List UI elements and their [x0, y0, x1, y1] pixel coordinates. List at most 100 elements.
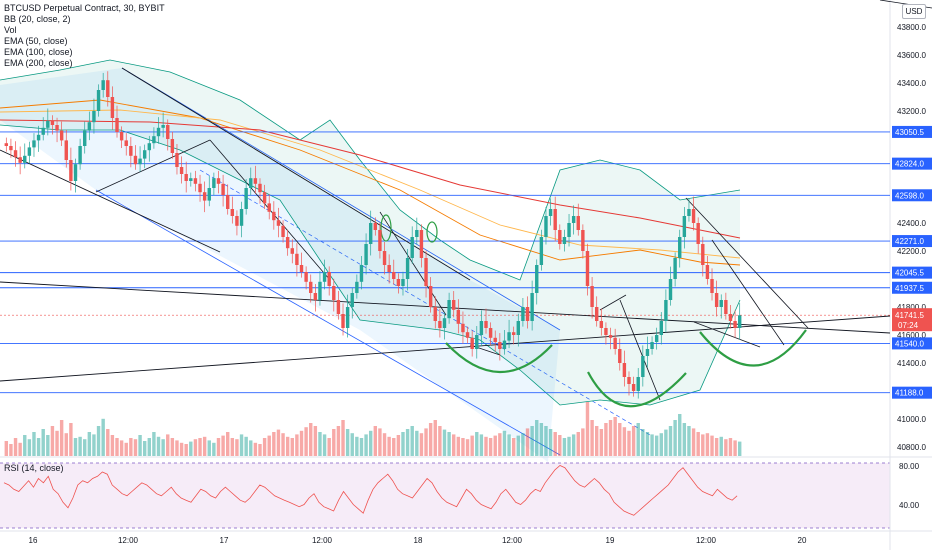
level-tag-bg	[892, 157, 932, 170]
candle-body	[359, 265, 364, 282]
candle-body	[636, 377, 640, 391]
volume-bar	[262, 438, 267, 456]
trendline-small-1	[95, 139, 211, 193]
candle-body	[664, 300, 668, 321]
volume-bar	[350, 433, 354, 456]
candle-body	[175, 153, 179, 167]
volume-bar	[558, 435, 562, 456]
ema100-line	[0, 109, 741, 259]
candle-body	[691, 209, 696, 223]
volume-bar	[576, 432, 580, 456]
volume-bar	[396, 435, 401, 456]
volume-bar	[595, 426, 599, 456]
indicator-vol[interactable]: Vol	[4, 25, 17, 35]
volume-bar	[27, 439, 32, 456]
volume-bar	[216, 438, 221, 456]
candle-body	[147, 143, 151, 151]
volume-bar	[138, 435, 142, 456]
candle-body	[170, 139, 175, 153]
candle-body	[253, 178, 258, 184]
volume-bar	[705, 433, 710, 456]
symbol-title[interactable]: BTCUSD Perpetual Contract, 30, BYBIT	[4, 3, 165, 13]
volume-bar	[447, 432, 451, 456]
candle-body	[285, 237, 290, 249]
candle-body	[539, 237, 544, 265]
candle-body	[714, 293, 719, 307]
rsi-legend[interactable]: RSI (14, close)	[4, 463, 64, 473]
indicator-ema200[interactable]: EMA (200, close)	[4, 58, 73, 68]
price-tick-label: 40800.0	[897, 443, 926, 452]
volume-bar	[129, 438, 133, 456]
candle-body	[567, 223, 571, 237]
candle-body	[212, 178, 216, 188]
volume-bar	[498, 433, 502, 456]
candle-body	[341, 314, 345, 328]
price-tick-label: 41600.0	[897, 331, 926, 340]
volume-bar	[64, 433, 68, 456]
currency-button[interactable]: USD	[902, 4, 926, 19]
volume-bar	[419, 433, 424, 456]
candle-body	[631, 384, 636, 391]
candle-body	[650, 342, 654, 349]
volume-bar	[193, 439, 198, 456]
candle-body	[350, 293, 354, 307]
volume-bar	[659, 433, 663, 456]
candle-body	[276, 220, 281, 226]
volume-bar	[673, 420, 677, 456]
volume-bar	[410, 426, 414, 456]
candle-body	[18, 157, 22, 163]
volume-bar	[401, 432, 405, 456]
candle-body	[571, 216, 576, 223]
volume-bar	[175, 440, 179, 456]
volume-bar	[645, 432, 650, 456]
volume-bar	[285, 436, 290, 456]
rsi-line	[3, 465, 738, 516]
volume-bar	[608, 420, 613, 456]
volume-bar	[618, 423, 622, 456]
volume-bar	[9, 444, 13, 456]
candle-body	[332, 286, 336, 300]
candle-body	[355, 281, 359, 293]
trendline-long-descending	[0, 281, 891, 334]
candle-body	[184, 174, 188, 181]
indicator-bb[interactable]: BB (20, close, 2)	[4, 14, 71, 24]
volume-bar	[585, 402, 590, 456]
candle-body	[249, 178, 253, 188]
candle-body	[705, 265, 710, 279]
candle-body	[272, 211, 276, 221]
candle-body	[562, 237, 567, 244]
candle-body	[493, 337, 497, 342]
candle-body	[475, 335, 479, 349]
highlight-ellipse-2	[426, 221, 438, 243]
volume-bar	[691, 428, 696, 456]
volume-bar	[382, 433, 387, 456]
volume-bar	[465, 439, 470, 456]
volume-bar	[156, 436, 161, 456]
indicator-ema50[interactable]: EMA (50, close)	[4, 36, 68, 46]
price-tick-label: 41400.0	[897, 359, 926, 368]
volume-bar	[378, 428, 382, 456]
indicator-ema100[interactable]: EMA (100, close)	[4, 47, 73, 57]
volume-bar	[452, 434, 456, 456]
volume-bar	[456, 436, 461, 456]
level-tag-label: 42045.5	[895, 269, 924, 278]
volume-bar	[267, 435, 271, 456]
volume-bar	[281, 433, 285, 456]
volume-bar	[147, 438, 151, 456]
volume-bar	[654, 435, 659, 456]
volume-bar	[115, 438, 119, 456]
level-tag-bg	[892, 337, 932, 350]
rsi-tick-label: 40.00	[899, 501, 920, 510]
volume-bar	[13, 438, 18, 456]
volume-bar	[590, 420, 594, 456]
current-price-tag	[892, 308, 932, 332]
candle-body	[207, 188, 211, 201]
candle-body	[392, 272, 396, 279]
volume-bar	[737, 441, 742, 456]
volume-bar	[442, 429, 447, 456]
candle-body	[161, 125, 165, 128]
candle-body	[673, 258, 677, 279]
candle-body	[69, 160, 73, 181]
